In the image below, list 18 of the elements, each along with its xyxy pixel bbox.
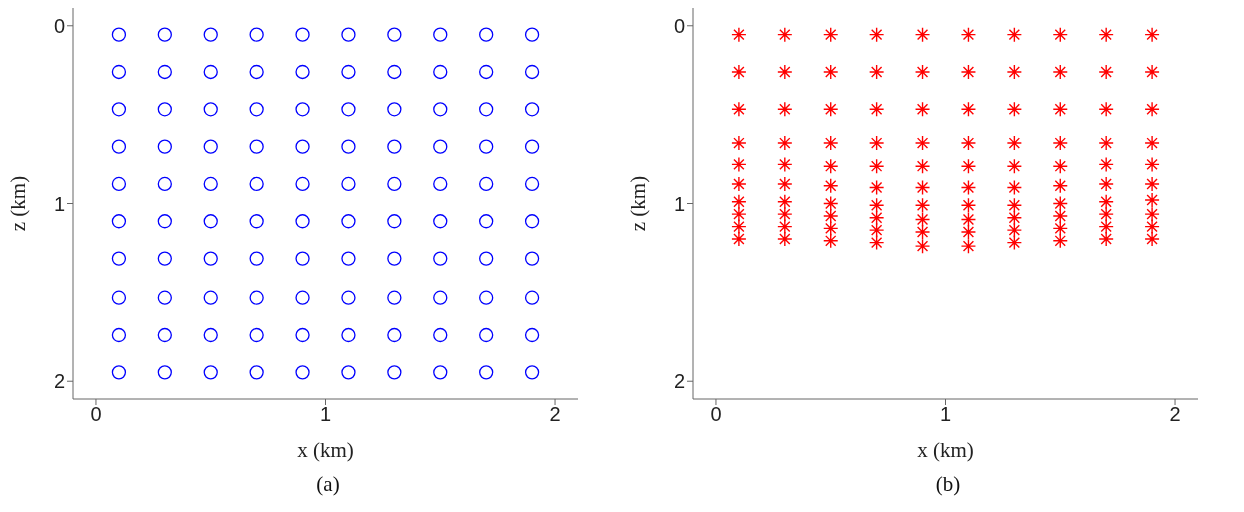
y-axis-title: z (km) bbox=[626, 175, 651, 232]
x-axis-title: x (km) bbox=[297, 438, 354, 462]
y-tick-label: 0 bbox=[53, 14, 65, 37]
x-tick-label: 2 bbox=[1169, 403, 1181, 426]
y-tick-label: 1 bbox=[53, 192, 65, 215]
x-tick-label: 1 bbox=[939, 403, 952, 426]
x-tick-label: 0 bbox=[90, 403, 102, 426]
y-tick-label: 2 bbox=[673, 370, 685, 393]
x-tick-label: 1 bbox=[319, 403, 332, 426]
y-tick-label: 2 bbox=[53, 370, 65, 393]
y-tick-label: 1 bbox=[673, 192, 685, 215]
text: (a) bbox=[315, 472, 340, 497]
y-tick-label: 0 bbox=[673, 14, 685, 37]
x-axis-title: x (km) bbox=[917, 438, 974, 462]
x-tick-label: 0 bbox=[710, 403, 722, 426]
y-axis-title: z (km) bbox=[6, 175, 31, 232]
x-tick-label: 2 bbox=[549, 403, 561, 426]
text: (b) bbox=[934, 472, 961, 497]
